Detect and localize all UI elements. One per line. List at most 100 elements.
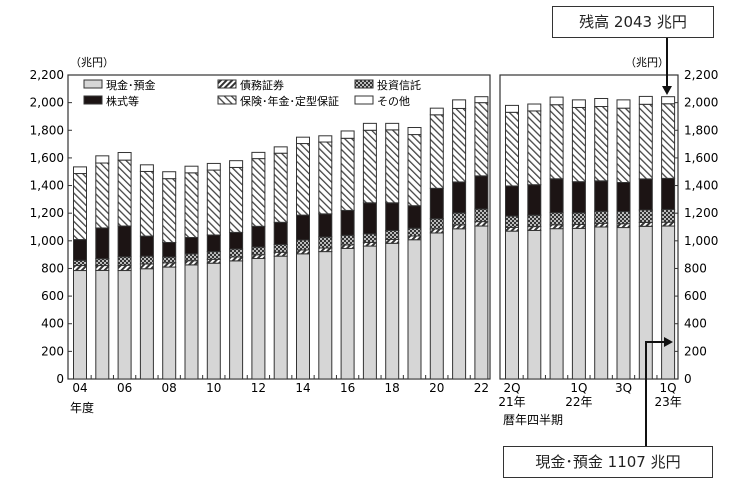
bar-segment — [206, 251, 221, 260]
bar-segment — [95, 155, 110, 164]
bar-segment — [139, 268, 154, 380]
bar-segment — [162, 241, 177, 258]
bar-segment — [616, 182, 631, 213]
bar-segment — [184, 237, 199, 255]
bar-22Q4 — [638, 95, 653, 380]
annual-chart-panel: （兆円） 0 200 400 600 800 1,000 1,200 1,400 1,600 1,8… — [30, 56, 491, 415]
y-tick-label: 2,000 — [684, 96, 718, 110]
cash-deposits-callout: 現金･預金 1107 兆円 — [503, 446, 713, 478]
bar-segment — [661, 208, 676, 223]
bar-18 — [385, 122, 400, 380]
bar-segment — [117, 152, 132, 161]
bar-segment — [296, 214, 310, 241]
bar-segment — [362, 245, 377, 380]
bar-segment — [229, 260, 244, 380]
bar-segment — [549, 228, 564, 380]
bar-segment — [407, 227, 422, 237]
y-tick-label: 1,000 — [684, 234, 718, 248]
bar-08 — [162, 171, 177, 380]
y-tick-label: 0 — [56, 372, 64, 386]
bar-segment — [429, 218, 444, 230]
bar-16 — [340, 130, 355, 380]
y-tick-label: 1,200 — [30, 206, 64, 220]
bar-segment — [638, 221, 653, 227]
arrow-down-icon — [662, 86, 672, 95]
y-tick-label: 200 — [684, 344, 707, 358]
bar-segment — [296, 249, 310, 255]
bar-segment — [184, 165, 199, 174]
bar-segment — [571, 227, 586, 380]
y-tick-label: 1,400 — [30, 179, 64, 193]
bar-segment — [661, 96, 676, 105]
legend-label: その他 — [377, 95, 410, 108]
bar-segment — [549, 104, 564, 180]
bar-segment — [318, 141, 333, 215]
x-tick-label: 22年 — [565, 395, 592, 409]
bar-segment — [527, 214, 542, 228]
bar-segment — [429, 114, 444, 189]
legend-swatch — [83, 79, 103, 89]
bar-segment — [206, 169, 221, 236]
bar-segment — [661, 221, 676, 227]
bar-segment — [318, 236, 333, 249]
bar-segment — [296, 239, 310, 251]
y-tick-label: 1,400 — [684, 179, 718, 193]
bar-13 — [273, 146, 288, 380]
x-axis-label: 年度 — [70, 400, 94, 415]
bar-segment — [340, 209, 355, 236]
bar-segment — [340, 244, 355, 249]
bar-segment — [117, 256, 132, 266]
bar-segment — [474, 225, 489, 380]
bar-segment — [571, 99, 586, 108]
y-tick-label: 2,200 — [684, 68, 718, 82]
bar-segment — [162, 266, 177, 380]
bar-segment — [474, 102, 489, 177]
legend-label: 債務証券 — [240, 78, 284, 92]
bar-15 — [318, 135, 333, 380]
bar-segment — [452, 212, 467, 226]
bar-segment — [661, 103, 676, 179]
bar-segment — [452, 228, 467, 380]
bar-segment — [340, 234, 355, 246]
bar-segment — [206, 234, 221, 253]
bar-segment — [474, 175, 489, 210]
y-tick-label: 1,800 — [684, 123, 718, 137]
bar-segment — [229, 231, 244, 250]
bar-segment — [251, 254, 266, 260]
bar-segment — [273, 251, 288, 257]
bar-20 — [429, 107, 444, 380]
bar-segment — [527, 184, 542, 216]
bar-segment — [638, 178, 653, 211]
bar-segment — [273, 255, 288, 380]
bar-segment — [184, 260, 199, 266]
y-tick-label: 400 — [41, 317, 64, 331]
bar-21 — [452, 99, 467, 380]
bar-segment — [474, 208, 489, 223]
bar-segment — [452, 99, 467, 109]
bar-segment — [505, 230, 519, 380]
y-tick-label: 2,000 — [30, 96, 64, 110]
legend-swatch — [217, 95, 237, 105]
bar-22 — [474, 96, 489, 380]
legend-label: 投資信託 — [377, 78, 421, 92]
bar-segment — [385, 202, 400, 231]
bar-segment — [527, 110, 542, 186]
bar-segment — [452, 107, 467, 183]
bar-segment — [385, 122, 400, 131]
bar-22Q3 — [616, 99, 631, 380]
bar-segment — [117, 159, 132, 227]
bar-segment — [162, 256, 177, 264]
bar-segment — [362, 202, 377, 235]
bar-segment — [95, 258, 110, 267]
bar-segment — [385, 238, 400, 244]
bar-segment — [452, 181, 467, 214]
y-tick-label: 800 — [41, 261, 64, 275]
legend-label: 株式等 — [106, 94, 139, 108]
bar-segment — [251, 151, 266, 160]
bar-22Q2 — [594, 97, 609, 380]
bar-segment — [184, 172, 199, 239]
bar-segment — [616, 211, 631, 225]
quarterly-chart-panel: （兆円） 0 200 400 600 800 1,000 1,200 1,400 1,600 1,8… — [498, 56, 718, 427]
bar-segment — [594, 180, 609, 212]
